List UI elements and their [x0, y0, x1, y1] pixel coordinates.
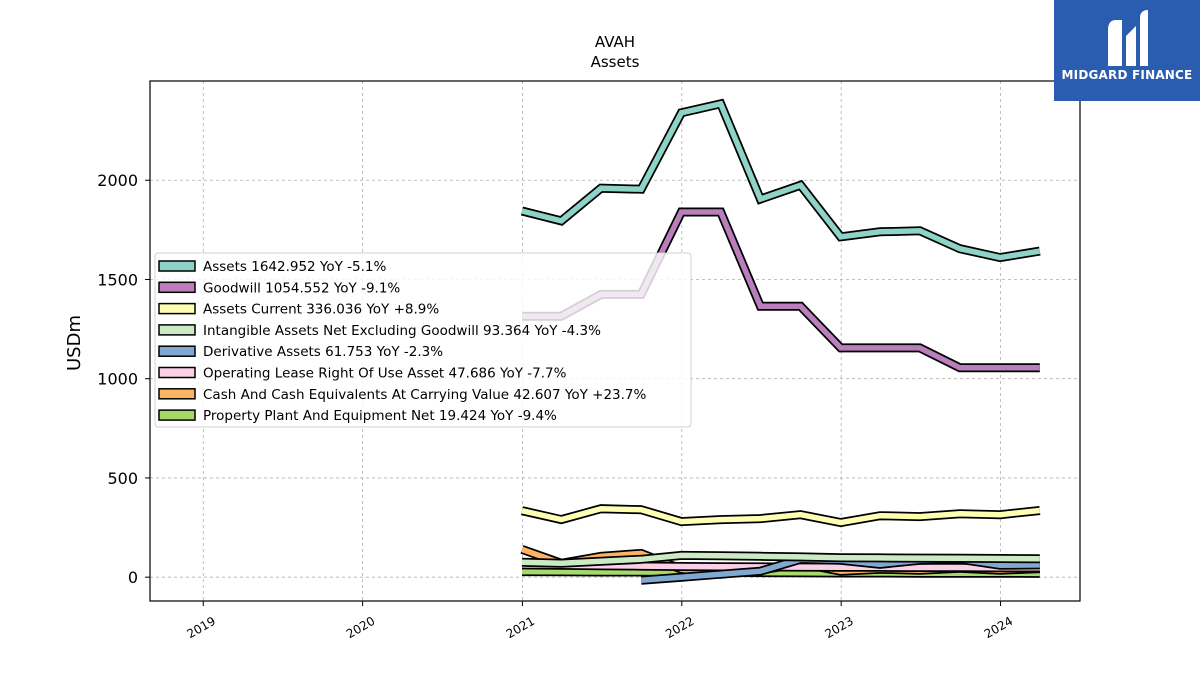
- series-line: [521, 567, 1040, 578]
- legend-swatch: [158, 366, 196, 379]
- legend-swatch: [158, 260, 196, 272]
- series-line: [521, 550, 1040, 568]
- chart-title: AVAH: [595, 33, 635, 51]
- legend-label: Property Plant And Equipment Net 19.424 …: [203, 408, 557, 424]
- y-tick-label: 1000: [97, 370, 138, 389]
- y-tick-label: 2000: [97, 171, 138, 190]
- y-axis-label: USDm: [64, 315, 85, 371]
- series-path: [521, 552, 1040, 567]
- chart-subtitle: Assets: [591, 53, 640, 71]
- series-path: [521, 505, 1041, 526]
- x-tick-label: 2021: [504, 614, 537, 641]
- x-tick-label: 2024: [982, 614, 1015, 641]
- legend-label: Derivative Assets 61.753 YoY -2.3%: [203, 344, 443, 360]
- series-path: [521, 568, 1040, 577]
- x-tick-label: 2020: [344, 614, 377, 641]
- brand-name: MIDGARD FINANCE: [1061, 68, 1193, 82]
- legend-label: Goodwill 1054.552 YoY -9.1%: [203, 280, 400, 296]
- x-tick-label: 2023: [822, 614, 855, 641]
- y-tick-label: 0: [128, 568, 138, 587]
- legend-swatch: [158, 281, 196, 294]
- series-path: [521, 100, 1041, 261]
- plot-frame: [149, 80, 1081, 602]
- legend-swatch: [158, 345, 196, 357]
- legend-swatch: [158, 324, 196, 336]
- series-line: [520, 98, 1041, 263]
- series-outline: [520, 98, 1041, 263]
- legend-label: Intangible Assets Net Excluding Goodwill…: [203, 323, 601, 339]
- x-axis: 2019 2020 2021 2022 2023 2024: [185, 601, 1015, 641]
- brand-mark-icon: [1108, 10, 1148, 66]
- series-layer: [520, 98, 1041, 585]
- legend-label: Assets Current 336.036 YoY +8.9%: [203, 302, 439, 318]
- legend-swatch: [158, 409, 196, 421]
- y-tick-label: 1500: [97, 270, 138, 289]
- legend-label: Assets 1642.952 YoY -5.1%: [203, 259, 387, 275]
- y-axis: 0 500 1000 1500 2000: [97, 171, 150, 587]
- x-tick-label: 2019: [185, 614, 218, 641]
- y-tick-label: 500: [107, 469, 138, 488]
- brand-logo: MIDGARD FINANCE: [1054, 0, 1200, 101]
- series-line: [521, 504, 1041, 528]
- legend-swatch: [158, 302, 196, 315]
- x-tick-label: 2022: [663, 614, 696, 641]
- legend-box: [154, 252, 692, 428]
- legend-swatch: [158, 388, 196, 400]
- legend: Assets 1642.952 YoY -5.1% Goodwill 1054.5…: [154, 252, 692, 428]
- legend-label: Cash And Cash Equivalents At Carrying Va…: [203, 387, 647, 403]
- legend-label: Operating Lease Right Of Use Asset 47.68…: [203, 366, 567, 382]
